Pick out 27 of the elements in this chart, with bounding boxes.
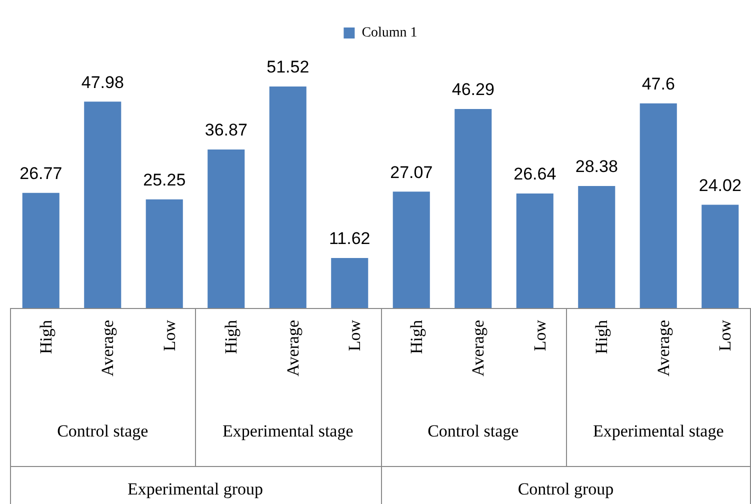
data-label: 25.25 (143, 170, 186, 190)
bar (702, 204, 739, 308)
data-label: 24.02 (698, 176, 742, 195)
bar (84, 102, 122, 308)
data-label: 47.98 (81, 72, 124, 92)
bar (640, 103, 677, 308)
bar (208, 149, 245, 308)
data-label: 36.87 (204, 120, 248, 140)
legend-label: Column 1 (362, 26, 418, 41)
bar (269, 86, 306, 308)
bar (22, 192, 60, 308)
bar (146, 199, 183, 308)
data-label: 11.62 (328, 229, 370, 248)
text: Experimental group (128, 479, 263, 498)
bar (454, 108, 492, 308)
bar (578, 186, 616, 308)
data-label: 47.6 (642, 74, 675, 94)
data-label: 26.77 (20, 164, 62, 184)
data-label: 28.38 (575, 157, 618, 176)
data-label: 26.64 (514, 164, 556, 184)
bar (516, 193, 554, 308)
data-label: 46.29 (452, 80, 494, 100)
text: Control group (518, 479, 614, 498)
data-label: 27.07 (390, 162, 433, 182)
bar (331, 258, 368, 308)
bar (392, 192, 430, 308)
data-label: 51.52 (266, 58, 310, 77)
